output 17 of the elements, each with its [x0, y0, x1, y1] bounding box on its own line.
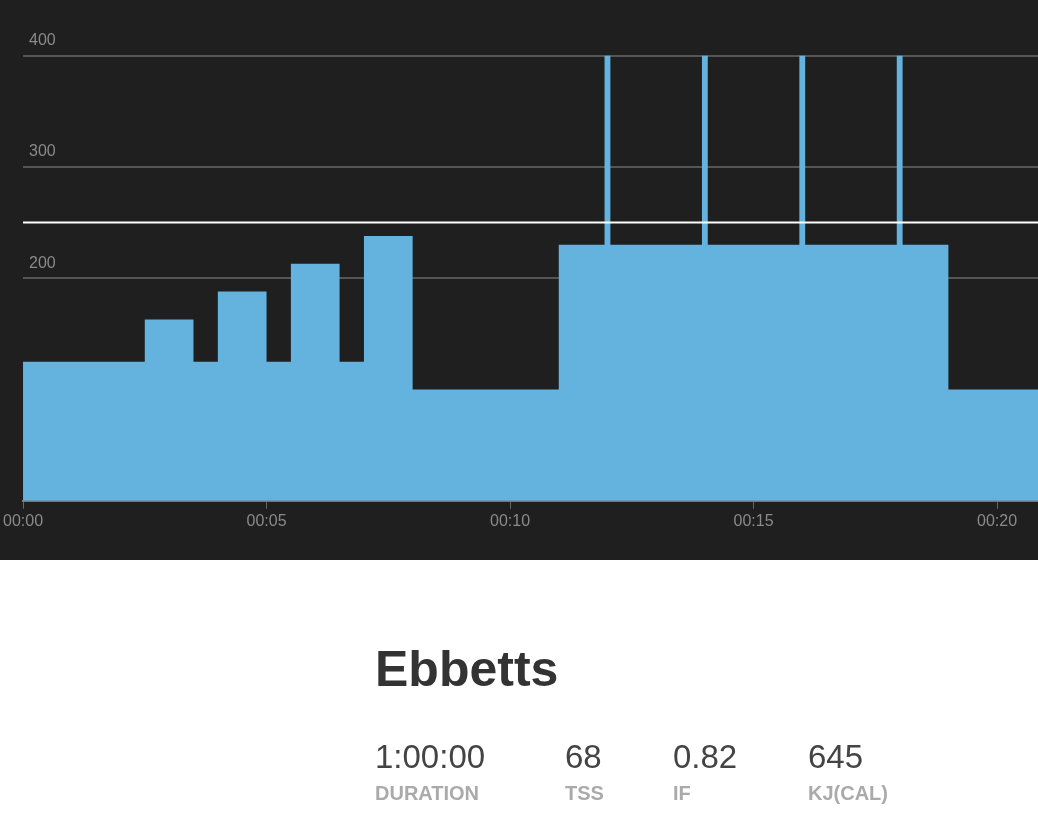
text: IF — [673, 782, 692, 805]
y-tick-label: 300 — [29, 142, 56, 160]
x-tick-label: 00:10 — [490, 511, 531, 529]
text: 0.82 — [673, 738, 739, 776]
x-tick-label: 00:15 — [733, 511, 774, 529]
text: 1:00:00 — [375, 738, 487, 776]
y-tick-label: 400 — [29, 31, 56, 49]
text: DURATION — [375, 782, 481, 805]
text: KJ(CAL) — [808, 782, 889, 805]
text: 68 — [565, 738, 603, 776]
x-tick-label: 00:20 — [977, 511, 1018, 529]
x-tick-label: 00:00 — [3, 511, 44, 529]
x-tick-label: 00:05 — [246, 511, 287, 529]
text: 645 — [808, 738, 865, 776]
text: TSS — [565, 782, 605, 805]
text: Ebbetts — [375, 640, 559, 698]
y-tick-label: 200 — [29, 253, 56, 271]
